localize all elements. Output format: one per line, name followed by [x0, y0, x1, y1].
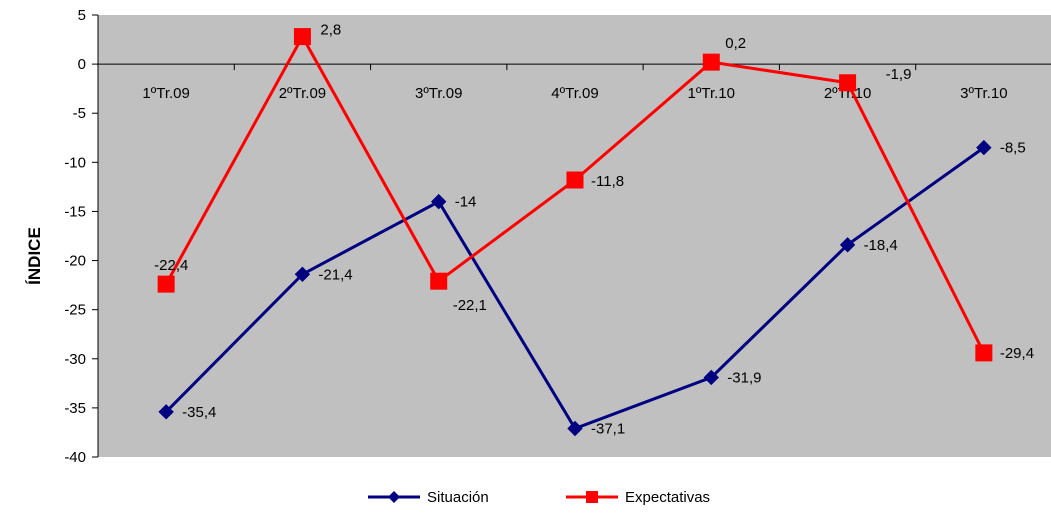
data-point-situación: [294, 266, 311, 283]
data-label-situación: -31,9: [727, 369, 761, 386]
y-tick-label: -40: [64, 449, 86, 466]
y-tick-label: 5: [78, 7, 86, 24]
y-tick-label: -30: [64, 351, 86, 368]
data-point-expectativas: [293, 28, 311, 46]
data-point-expectativas: [430, 272, 448, 290]
data-label-expectativas: -1,9: [886, 66, 912, 83]
data-label-expectativas: 2,8: [320, 22, 341, 39]
data-point-situación: [703, 369, 719, 386]
data-point-situación: [158, 404, 174, 420]
legend-label-expectativas: Expectativas: [625, 489, 710, 506]
data-point-expectativas: [157, 275, 175, 293]
y-tick-label: -15: [64, 203, 86, 220]
legend-label-situación: Situación: [427, 489, 489, 506]
x-tick-label: 2ºTr.10: [824, 85, 871, 102]
y-tick-label: -5: [73, 105, 86, 122]
y-tick-label: -10: [64, 154, 86, 171]
data-label-expectativas: -22,1: [453, 297, 487, 314]
x-tick-label: 1ºTr.10: [688, 85, 735, 102]
data-label-situación: -35,4: [182, 404, 216, 421]
data-point-situación: [567, 420, 583, 437]
data-label-situación: -18,4: [864, 237, 898, 254]
plot-area: [98, 15, 1051, 457]
legend-marker-situación: [388, 491, 400, 503]
data-label-situación: -8,5: [1000, 140, 1026, 157]
data-point-situación: [976, 139, 992, 156]
x-tick-label: 1ºTr.09: [142, 85, 189, 102]
data-label-situación: -37,1: [591, 421, 625, 438]
data-label-expectativas: -11,8: [591, 173, 624, 190]
data-point-expectativas: [839, 74, 857, 92]
data-point-expectativas: [566, 171, 584, 189]
x-tick-label: 2ºTr.09: [279, 85, 326, 102]
data-point-situación: [431, 193, 447, 210]
data-label-expectativas: -29,4: [1000, 345, 1034, 362]
y-tick-label: -20: [64, 253, 86, 270]
y-tick-label: -35: [64, 400, 86, 417]
data-point-situación: [839, 237, 856, 253]
data-point-expectativas: [975, 344, 993, 362]
x-tick-label: 4ºTr.09: [551, 85, 598, 102]
y-axis-title: ÍNDICE: [25, 227, 44, 285]
data-label-expectativas: 0,2: [725, 35, 746, 52]
data-label-expectativas: -22,4: [154, 257, 188, 274]
y-tick-label: 0: [78, 56, 86, 73]
data-point-expectativas: [702, 53, 720, 71]
data-label-situación: -14: [455, 194, 477, 211]
legend-marker-expectativas: [586, 491, 598, 503]
data-label-situación: -21,4: [318, 266, 352, 283]
x-tick-label: 3ºTr.09: [415, 85, 462, 102]
x-tick-label: 3ºTr.10: [960, 85, 1007, 102]
y-tick-label: -25: [64, 302, 86, 319]
